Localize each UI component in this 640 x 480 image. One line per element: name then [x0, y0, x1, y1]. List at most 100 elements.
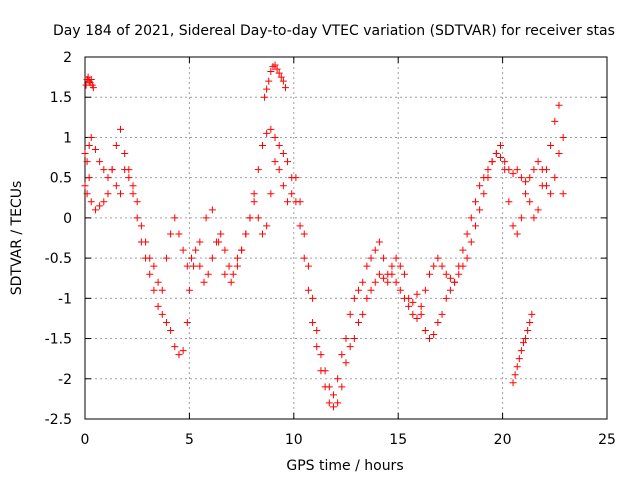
data-point-trace-a — [125, 174, 133, 182]
data-point-trace-b — [497, 141, 505, 149]
data-point-trace-a — [309, 318, 317, 326]
data-point-trace-a — [517, 174, 525, 182]
data-point-trace-c — [275, 69, 283, 77]
data-point-trace-a — [208, 206, 216, 214]
data-point-trace-b — [279, 182, 287, 190]
data-point-trace-b — [325, 383, 333, 391]
data-point-trace-b — [242, 230, 250, 238]
data-point-trace-b — [346, 310, 354, 318]
data-point-trace-b — [100, 198, 108, 206]
data-point-trace-b — [501, 166, 509, 174]
data-point-trace-a — [221, 270, 229, 278]
data-point-trace-b — [559, 190, 567, 198]
data-point-trace-b — [300, 230, 308, 238]
data-point-trace-a — [551, 174, 559, 182]
data-point-trace-c — [281, 84, 289, 92]
data-point-trace-a — [509, 170, 517, 178]
data-point-trace-b — [409, 310, 417, 318]
data-point-trace-a — [329, 403, 337, 411]
data-point-trace-b — [121, 150, 129, 158]
data-point-trace-a — [183, 318, 191, 326]
data-point-trace-b — [271, 158, 279, 166]
data-point-trace-b — [517, 214, 525, 222]
data-point-trace-b — [96, 202, 104, 210]
data-point-trace-a — [497, 154, 505, 162]
data-point-trace-b — [171, 214, 179, 222]
data-point-trace-a — [258, 141, 266, 149]
data-point-trace-a — [442, 294, 450, 302]
data-point-trace-b — [547, 141, 555, 149]
data-point-trace-b — [108, 166, 116, 174]
data-point-trace-a — [346, 343, 354, 351]
data-point-trace-a — [363, 294, 371, 302]
data-point-trace-a — [171, 343, 179, 351]
data-point-trace-b — [187, 254, 195, 262]
data-point-trace-b — [213, 238, 221, 246]
data-point-trace-b — [158, 286, 166, 294]
data-point-trace-b — [162, 254, 170, 262]
data-point-trace-b — [417, 302, 425, 310]
data-point-trace-b — [426, 270, 434, 278]
data-point-trace-a — [405, 302, 413, 310]
data-point-trace-b — [81, 182, 89, 190]
data-point-trace-b — [459, 246, 467, 254]
data-point-trace-a — [384, 278, 392, 286]
data-point-trace-c — [519, 339, 527, 347]
data-point-trace-a — [87, 133, 95, 141]
data-point-trace-c — [271, 61, 279, 69]
data-point-trace-a — [233, 254, 241, 262]
data-point-trace-b — [246, 214, 254, 222]
x-tick-label: 25 — [598, 432, 616, 448]
data-point-trace-a — [438, 310, 446, 318]
data-point-trace-b — [442, 270, 450, 278]
data-point-trace-b — [471, 198, 479, 206]
data-point-trace-b — [526, 198, 534, 206]
data-point-trace-b — [183, 262, 191, 270]
data-point-trace-b — [451, 278, 459, 286]
data-point-trace-a — [83, 158, 91, 166]
data-point-trace-b — [192, 246, 200, 254]
data-point-trace-b — [538, 182, 546, 190]
x-tick-label: 15 — [389, 432, 407, 448]
y-tick-label: -1 — [58, 291, 72, 307]
data-point-trace-b — [367, 254, 375, 262]
data-point-trace-a — [471, 222, 479, 230]
data-point-trace-a — [162, 318, 170, 326]
data-point-trace-b — [238, 246, 246, 254]
x-tick-label: 20 — [494, 432, 512, 448]
data-point-trace-a — [417, 310, 425, 318]
data-point-trace-c — [513, 363, 521, 371]
data-point-trace-b — [250, 198, 258, 206]
data-point-trace-c — [279, 77, 287, 85]
data-point-trace-a — [501, 158, 509, 166]
chart-title: Day 184 of 2021, Sidereal Day-to-day VTE… — [53, 23, 615, 39]
data-point-trace-b — [513, 230, 521, 238]
data-point-trace-b — [104, 190, 112, 198]
data-point-trace-a — [375, 270, 383, 278]
data-point-trace-c — [273, 65, 281, 73]
data-point-trace-c — [267, 67, 275, 75]
data-point-trace-b — [229, 270, 237, 278]
data-point-trace-a — [300, 254, 308, 262]
data-point-trace-a — [413, 290, 421, 298]
data-point-trace-b — [342, 335, 350, 343]
data-point-trace-b — [321, 367, 329, 375]
data-point-trace-a — [112, 182, 120, 190]
data-point-trace-b — [112, 141, 120, 149]
data-point-trace-a — [250, 190, 258, 198]
data-point-trace-a — [530, 166, 538, 174]
data-point-trace-b — [254, 214, 262, 222]
data-point-trace-a — [547, 190, 555, 198]
y-tick-label: 1 — [63, 130, 72, 146]
data-point-trace-b — [150, 262, 158, 270]
data-point-trace-a — [421, 327, 429, 335]
data-point-trace-a — [196, 238, 204, 246]
data-point-trace-b — [137, 222, 145, 230]
y-axis-label: SDTVAR / TECUs — [9, 181, 25, 296]
data-point-trace-b — [154, 278, 162, 286]
data-point-trace-c — [528, 310, 536, 318]
data-point-trace-b — [396, 262, 404, 270]
data-point-trace-a — [522, 178, 530, 186]
data-point-trace-c — [82, 81, 90, 89]
